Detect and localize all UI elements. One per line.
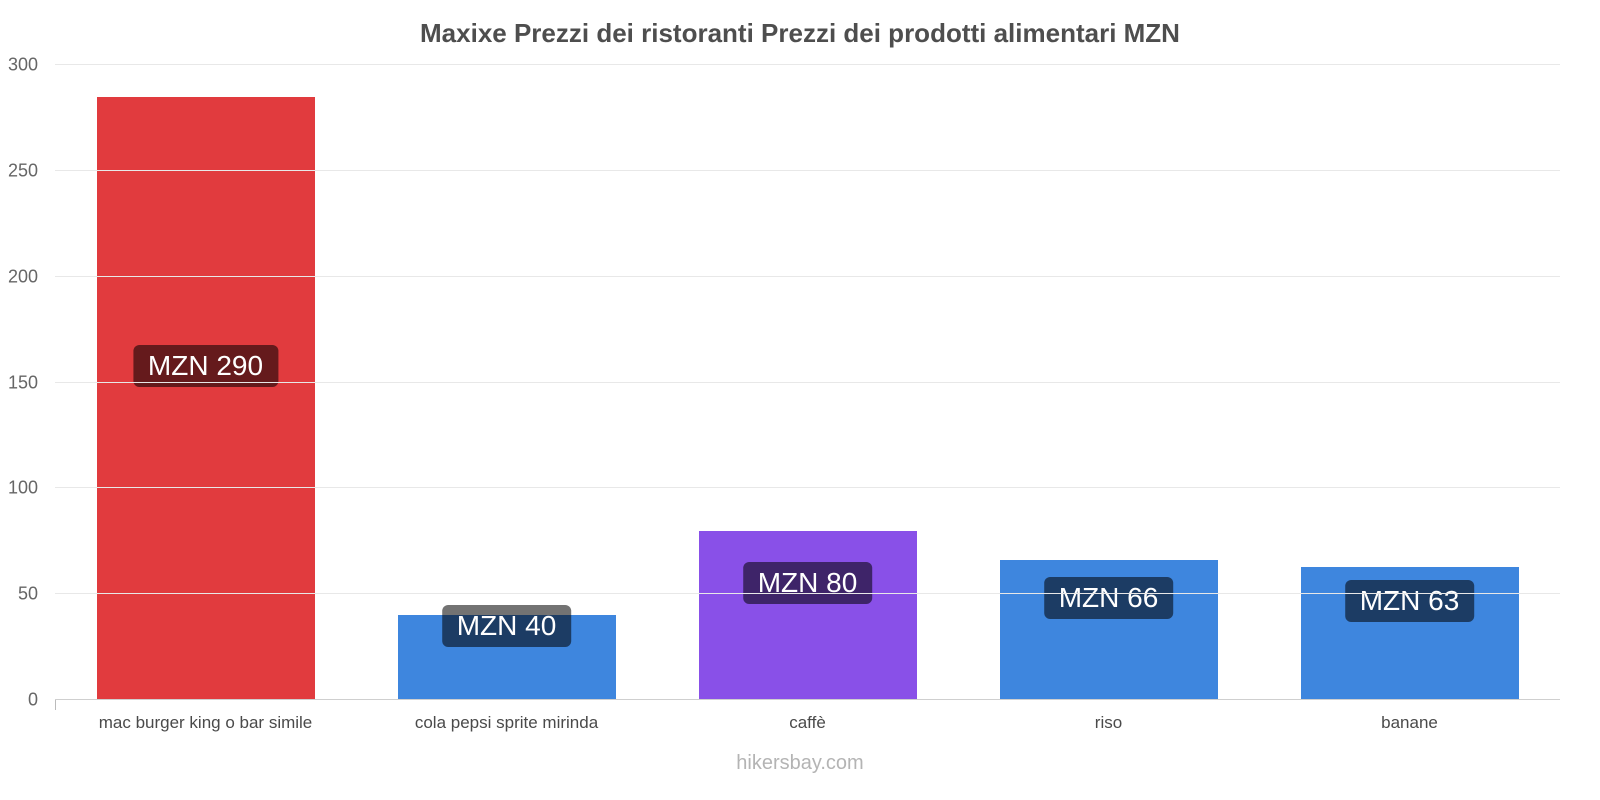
x-axis-category-label: cola pepsi sprite mirinda [414, 713, 599, 732]
y-axis-tick-label: 250 [7, 160, 38, 181]
bar-value-label: MZN 290 [132, 345, 279, 388]
watermark: hikersbay.com [736, 752, 864, 774]
x-axis-category-label: banane [1381, 713, 1438, 732]
x-axis-tick [55, 700, 56, 710]
y-axis-tick-label: 50 [17, 583, 38, 604]
bar-value-label: MZN 66 [1043, 577, 1174, 620]
x-axis-category-label: mac burger king o bar simile [98, 713, 313, 732]
y-axis-tick-label: 150 [7, 372, 38, 392]
gridline [55, 593, 1560, 595]
gridline [55, 381, 1560, 383]
gridline [55, 275, 1560, 277]
category-labels: mac burger king o bar simile cola pepsi s… [55, 713, 1560, 733]
bar-value-label: MZN 63 [1344, 580, 1475, 623]
bar-slot: MZN 80 [657, 65, 958, 700]
x-axis-category-label: caffè [789, 713, 826, 732]
bar[interactable]: MZN 40 [397, 604, 616, 700]
bar-slot: MZN 40 [356, 65, 657, 700]
bar-slot: MZN 63 [1259, 65, 1560, 700]
x-axis-category-label: riso [1094, 713, 1123, 732]
bars-container: MZN 290 MZN 40 MZN 80 MZN 66 MZN 63 [55, 65, 1560, 700]
plot-area: MZN 290 MZN 40 MZN 80 MZN 66 MZN 63 [55, 64, 1560, 700]
chart-title: Maxixe Prezzi dei ristoranti Prezzi dei … [420, 18, 1180, 48]
y-axis-tick-label: 300 [7, 54, 38, 75]
gridline [55, 64, 1560, 65]
y-axis-tick-label: 100 [7, 477, 38, 498]
bar[interactable]: MZN 66 [999, 560, 1218, 700]
bar[interactable]: MZN 80 [698, 530, 917, 700]
gridline [55, 169, 1560, 171]
bar[interactable]: MZN 63 [1300, 566, 1519, 700]
bar[interactable]: MZN 290 [96, 96, 315, 700]
y-axis: 0 50 100 150 200 250 300 [0, 55, 44, 710]
gridline [55, 699, 1560, 700]
bar-value-label: MZN 40 [441, 604, 572, 647]
gridline [55, 487, 1560, 489]
bar-slot: MZN 66 [958, 65, 1259, 700]
y-axis-tick-label: 200 [7, 266, 38, 287]
bar-value-label: MZN 80 [742, 562, 873, 605]
bar-slot: MZN 290 [55, 65, 356, 700]
y-axis-tick-label: 0 [27, 689, 38, 710]
